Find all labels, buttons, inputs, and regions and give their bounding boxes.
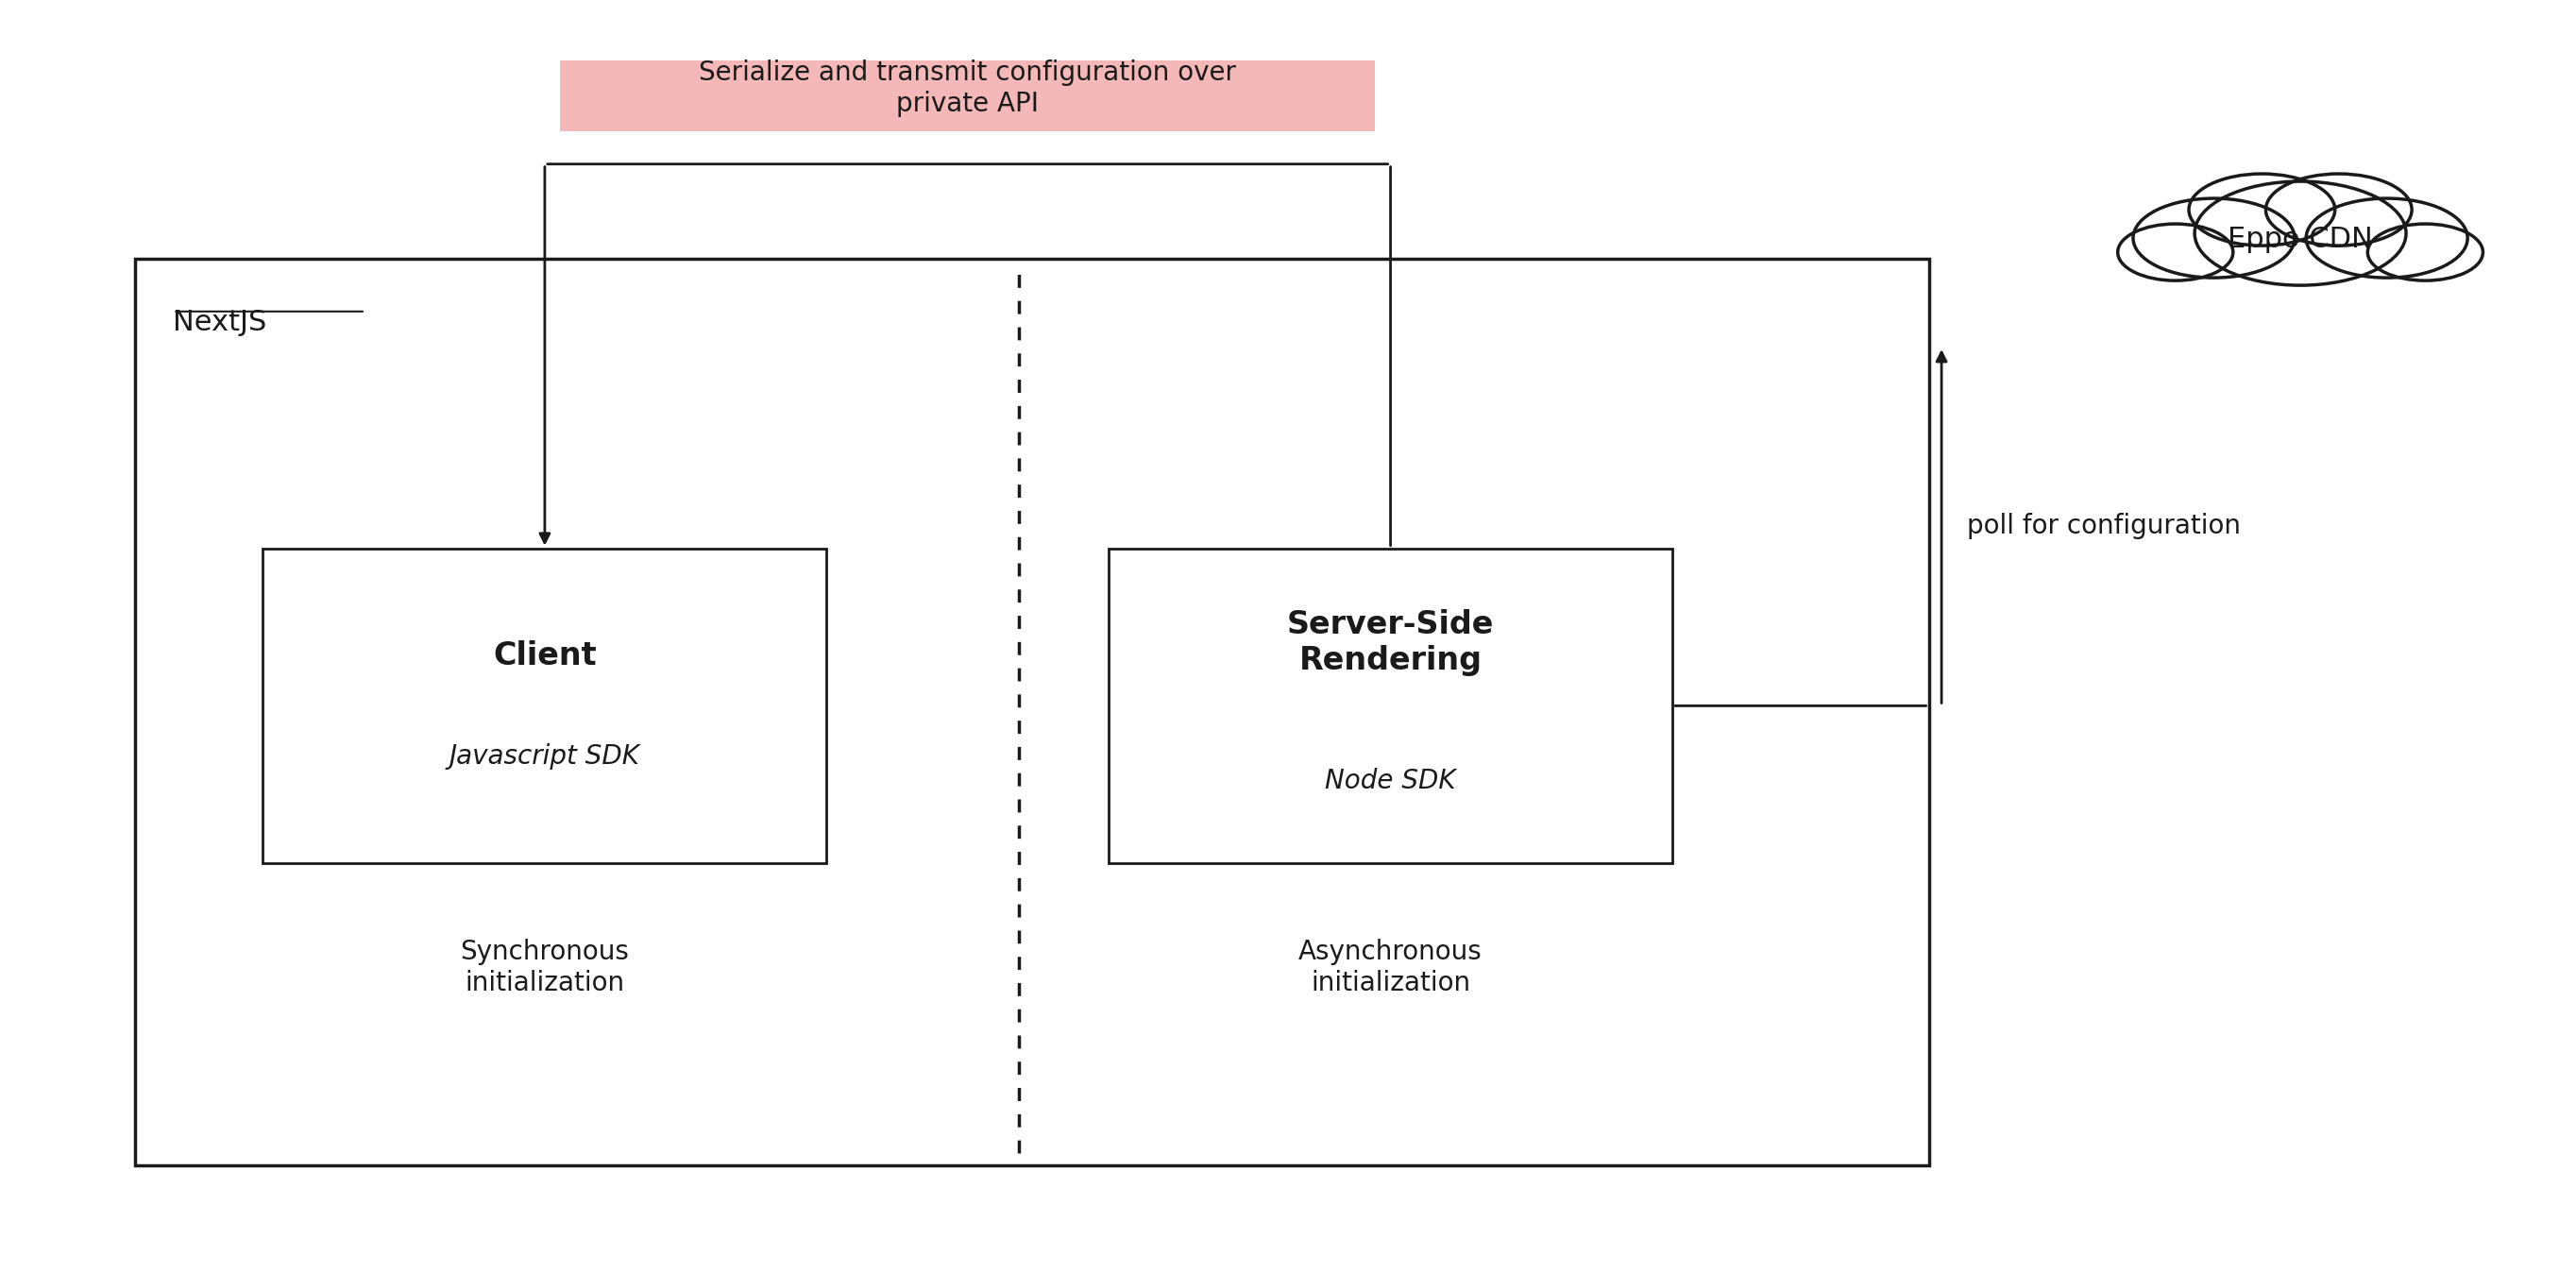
FancyBboxPatch shape: [1108, 549, 1672, 863]
Circle shape: [2306, 199, 2468, 278]
Circle shape: [2190, 174, 2334, 246]
Circle shape: [2367, 224, 2483, 280]
Text: Serialize and transmit configuration over
private API: Serialize and transmit configuration ove…: [698, 60, 1236, 117]
Text: Server-Side
Rendering: Server-Side Rendering: [1288, 610, 1494, 676]
Text: Client: Client: [492, 640, 598, 671]
Circle shape: [2195, 181, 2406, 285]
Text: Synchronous
initialization: Synchronous initialization: [461, 939, 629, 995]
Text: Javascript SDK: Javascript SDK: [448, 743, 639, 769]
FancyBboxPatch shape: [134, 258, 1929, 1166]
Text: poll for configuration: poll for configuration: [1968, 513, 2241, 540]
Text: Asynchronous
initialization: Asynchronous initialization: [1298, 939, 1481, 995]
Circle shape: [2117, 224, 2233, 280]
FancyBboxPatch shape: [263, 549, 827, 863]
Text: Eppo CDN: Eppo CDN: [2228, 225, 2372, 253]
Circle shape: [2133, 199, 2295, 278]
Text: NextJS: NextJS: [173, 309, 268, 336]
Circle shape: [2267, 174, 2411, 246]
FancyBboxPatch shape: [559, 61, 1376, 131]
Text: Node SDK: Node SDK: [1324, 768, 1455, 794]
